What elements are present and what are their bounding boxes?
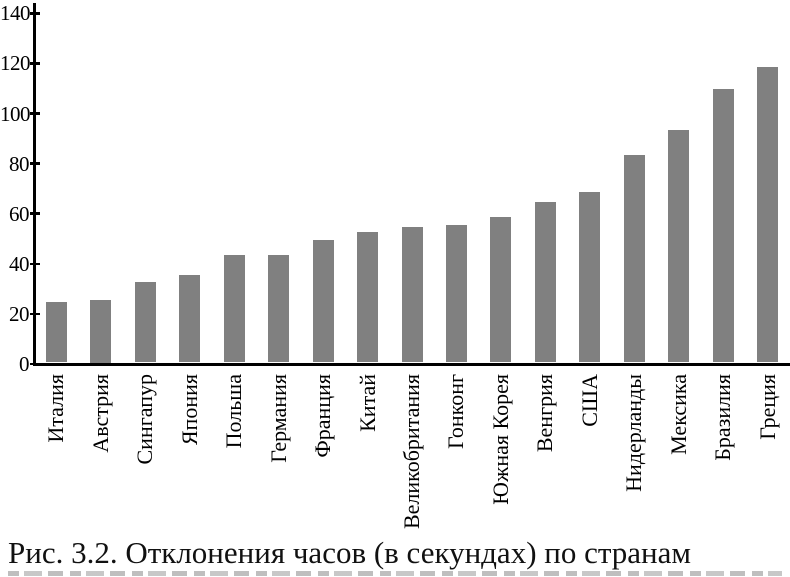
y-tick-mark	[29, 62, 40, 65]
bar	[668, 129, 690, 363]
bar	[134, 282, 156, 363]
y-tick-mark	[29, 212, 40, 215]
y-tick-label: 100	[0, 101, 31, 126]
y-tick-label: 20	[9, 301, 30, 326]
x-tick-label: Сингапур	[132, 374, 158, 465]
x-tick-label: США	[576, 374, 602, 427]
y-tick-mark	[29, 112, 40, 115]
bar	[312, 239, 334, 363]
bar-chart: 0 20 40 60 80 100 120 140 Италия Австрия Сингапур…	[0, 1, 790, 530]
x-axis-line	[33, 362, 790, 366]
y-tick-label: 60	[9, 201, 30, 226]
x-tick-label: Япония	[176, 374, 202, 446]
x-tick-label: Греция	[754, 374, 780, 440]
x-tick-label: Германия	[265, 374, 291, 463]
bar	[90, 299, 112, 363]
bar	[445, 224, 467, 363]
y-tick-label: 80	[9, 151, 30, 176]
y-tick-mark	[29, 262, 40, 266]
x-tick-label: Южная Корея	[487, 374, 513, 505]
bar	[534, 202, 556, 363]
x-tick-label: Италия	[43, 374, 69, 443]
bar	[712, 89, 734, 363]
figure-caption: Рис. 3.2. Отклонения часов (в секундах) …	[8, 535, 692, 570]
y-tick-label: 0	[19, 352, 30, 376]
x-tick-label: Австрия	[87, 374, 113, 453]
clipped-next-text-line	[8, 571, 782, 576]
x-tick-label: Франция	[310, 374, 336, 458]
y-tick-label: 140	[0, 1, 31, 26]
y-tick-mark	[29, 12, 40, 15]
bar	[45, 302, 67, 363]
x-tick-label: Великобритания	[399, 374, 424, 530]
x-tick-label: Китай	[354, 374, 380, 432]
y-tick-mark	[29, 312, 40, 316]
bar	[490, 217, 512, 363]
y-tick-mark	[29, 362, 40, 366]
x-tick-label: Нидерланды	[621, 374, 647, 492]
y-axis-line	[33, 3, 36, 366]
x-tick-label: Бразилия	[710, 374, 736, 461]
x-tick-label: Гонконг	[443, 374, 469, 449]
bar	[179, 274, 201, 363]
bar	[268, 254, 290, 363]
bar	[223, 254, 245, 363]
bar	[623, 154, 645, 363]
bar	[357, 232, 379, 363]
x-tick-label: Польша	[221, 374, 247, 449]
y-tick-mark	[29, 162, 40, 165]
y-tick-label: 40	[9, 251, 30, 276]
y-tick-label: 120	[0, 51, 31, 76]
x-tick-label: Венгрия	[532, 374, 558, 453]
bar	[757, 66, 779, 363]
x-tick-label: Мексика	[665, 374, 691, 455]
bar	[401, 227, 423, 363]
bar	[579, 192, 601, 363]
